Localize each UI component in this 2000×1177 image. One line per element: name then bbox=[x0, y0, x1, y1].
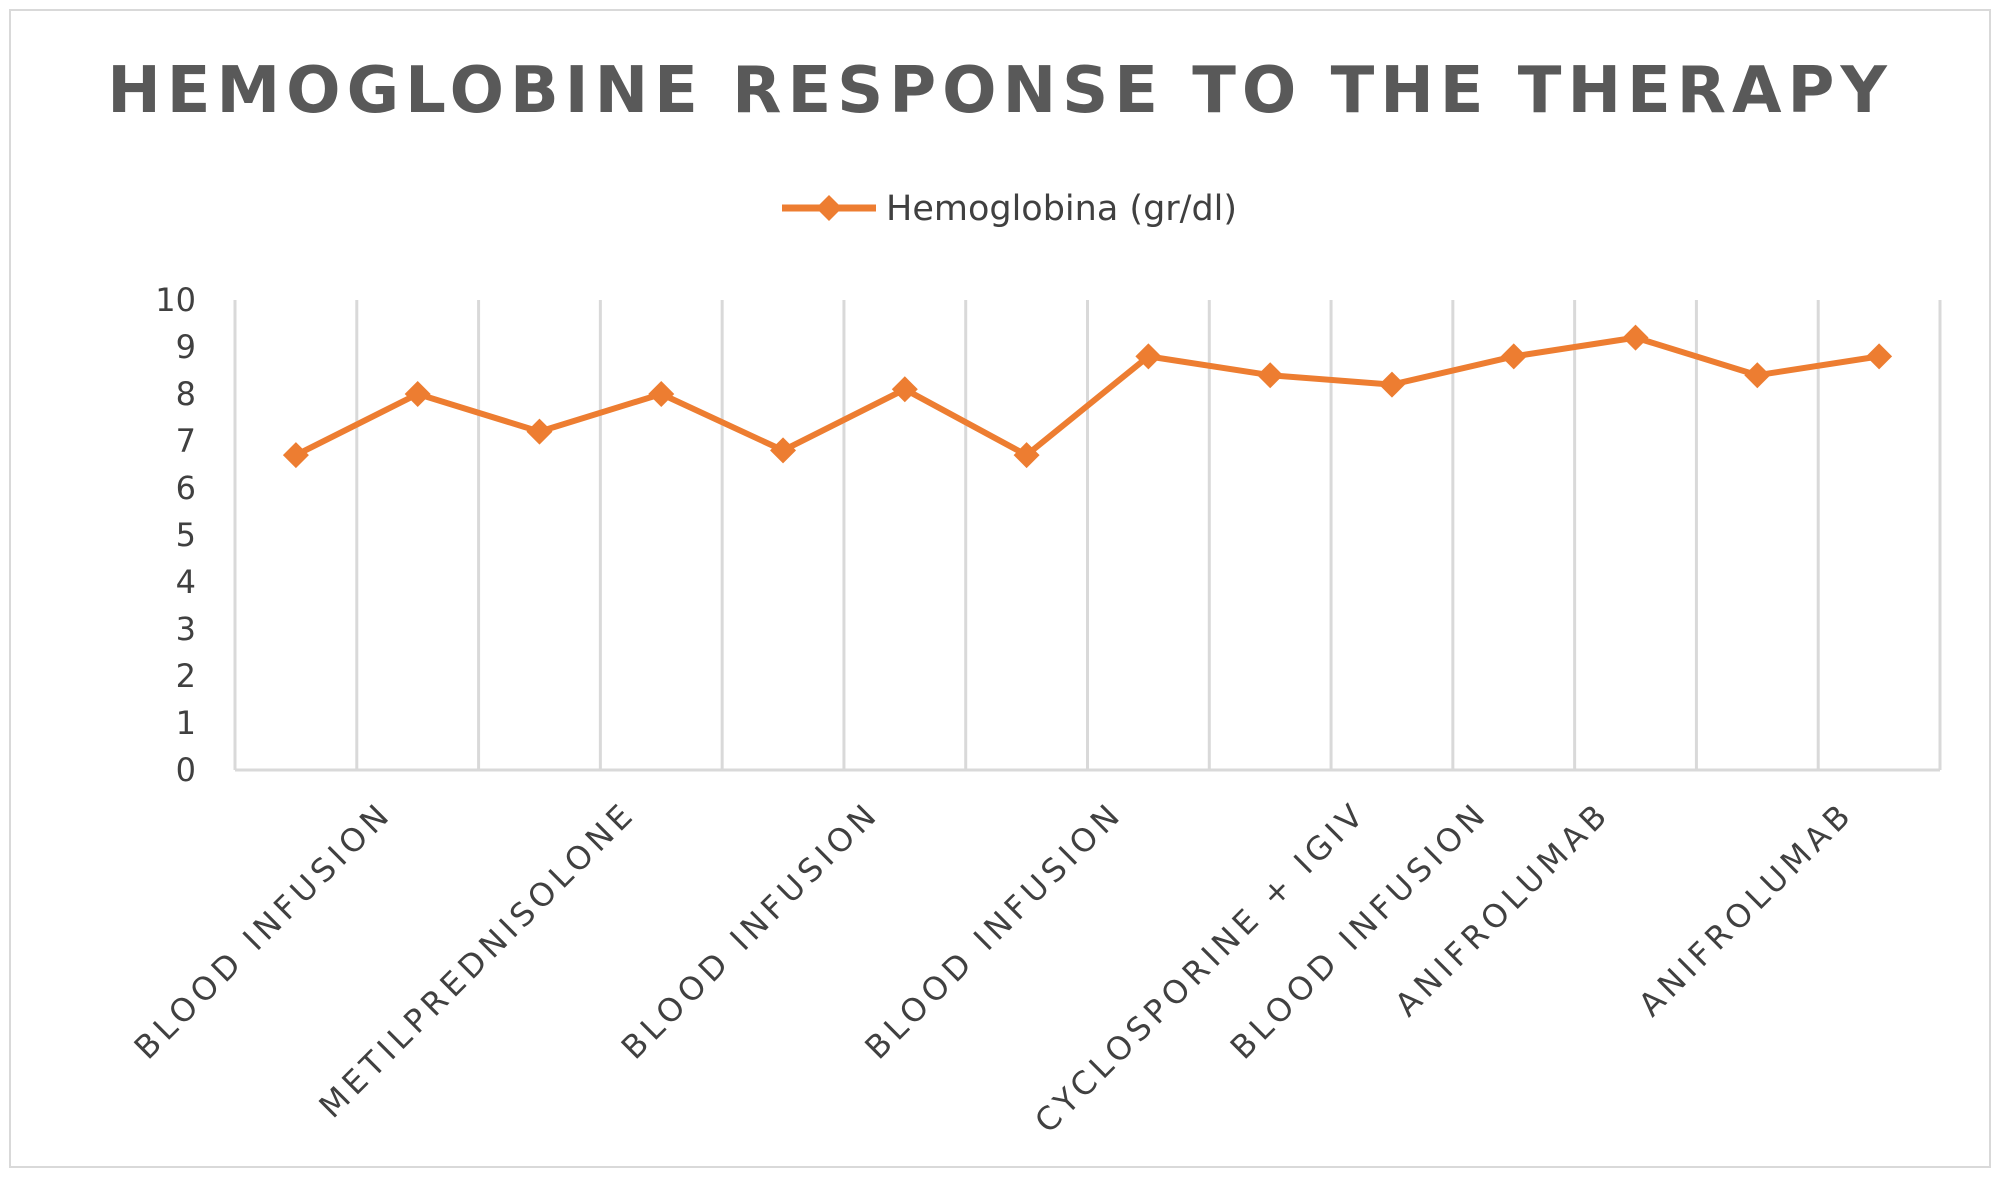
data-point-marker bbox=[1866, 343, 1893, 370]
gridlines bbox=[233, 300, 1942, 770]
x-tick-label: BLOOD INFUSION bbox=[127, 794, 400, 1067]
data-point-marker bbox=[891, 376, 918, 403]
chart-area bbox=[9, 9, 1991, 1168]
legend-diamond-marker bbox=[816, 195, 842, 221]
legend: Hemoglobina (gr/dl) bbox=[782, 189, 1237, 229]
series-line bbox=[294, 334, 1880, 459]
data-point-marker bbox=[648, 381, 675, 407]
y-tick-label: 0 bbox=[176, 751, 196, 789]
data-point-marker bbox=[1744, 362, 1771, 389]
data-point-marker bbox=[1257, 362, 1284, 389]
series-hemoglobina bbox=[282, 324, 1893, 469]
y-tick-label: 9 bbox=[176, 328, 196, 366]
data-point-marker bbox=[770, 437, 797, 464]
data-point-marker bbox=[1013, 442, 1040, 469]
data-point-marker bbox=[1135, 343, 1162, 370]
y-tick-label: 4 bbox=[176, 563, 196, 601]
data-point-marker bbox=[1622, 324, 1649, 351]
y-tick-label: 6 bbox=[176, 469, 196, 507]
x-tick-label: BLOOD INFUSION bbox=[614, 794, 887, 1067]
x-tick-label: ANIFROLUMAB bbox=[1631, 794, 1861, 1024]
data-point-marker bbox=[1500, 343, 1527, 370]
y-tick-label: 5 bbox=[176, 516, 196, 554]
y-tick-label: 1 bbox=[176, 704, 196, 742]
data-point-marker bbox=[1378, 371, 1405, 398]
y-tick-label: 2 bbox=[176, 657, 196, 695]
y-tick-label: 8 bbox=[176, 375, 196, 413]
y-tick-label: 7 bbox=[176, 422, 196, 460]
x-tick-label: BLOOD INFUSION bbox=[857, 794, 1130, 1067]
data-point-marker bbox=[526, 418, 553, 445]
x-tick-label: ANIFROLUMAB bbox=[1387, 794, 1617, 1024]
y-tick-label: 10 bbox=[155, 281, 196, 319]
y-axis: 0 1 2 3 4 5 6 7 8 9 10 bbox=[155, 281, 196, 789]
data-point-marker bbox=[404, 381, 431, 407]
legend-label: Hemoglobina (gr/dl) bbox=[886, 189, 1237, 229]
data-point-marker bbox=[282, 442, 309, 469]
chart-title: HEMOGLOBINE RESPONSE TO THE THERAPY bbox=[107, 54, 1893, 128]
y-tick-label: 3 bbox=[176, 610, 196, 648]
